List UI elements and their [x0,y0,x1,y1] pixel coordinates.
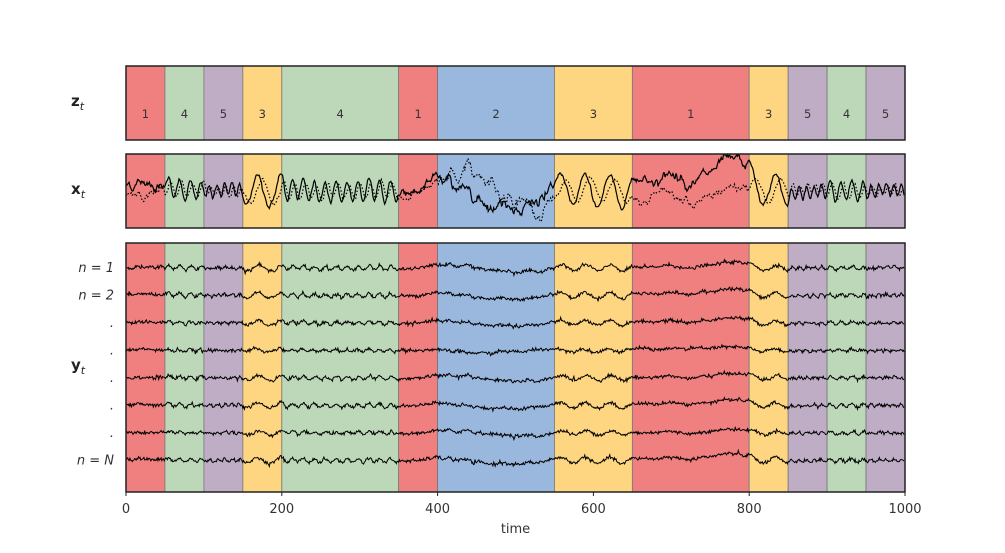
observed-channel-4 [125,343,905,357]
segment-y-1 [164,242,205,493]
segment-y-2 [203,242,244,493]
segment-label-1: 4 [181,107,188,121]
channel-label-6: . [110,399,114,414]
segment-y-8 [631,242,750,493]
observed-channel-5 [125,369,905,384]
segment-x-4 [281,153,400,229]
observed-channel-1 [126,258,905,278]
channel-label-4: . [110,344,114,359]
segment-z-9 [748,65,789,141]
panel-y [125,242,906,493]
segment-label-11: 4 [843,107,850,121]
segment-z-1 [164,65,205,141]
row-labels: zt xt yt [71,92,86,377]
segment-y-9 [748,242,789,493]
x-tick-label-2: 400 [425,502,450,517]
channel-label-5: . [110,371,114,386]
segment-z-2 [203,65,244,141]
segment-z-5 [398,65,438,141]
x-tick-label-4: 800 [737,502,762,517]
segment-z-6 [437,65,555,141]
segment-z-11 [826,65,867,141]
panel-z-segment-labels: 1 4 5 3 4 1 2 3 1 3 5 4 5 [142,107,889,121]
segment-label-3: 3 [259,107,266,121]
channel-label-3: . [110,316,114,331]
row-label-z: zt [71,92,85,113]
channel-labels: n = 1 n = 2..... n = N [77,261,114,469]
segment-label-8: 1 [687,107,694,121]
observed-channel-3 [125,315,905,330]
segment-label-10: 5 [804,107,811,121]
segment-y-6 [437,242,555,493]
row-label-y: yt [71,356,86,377]
segment-label-4: 4 [337,107,344,121]
segment-z-8 [631,65,750,141]
segment-z-12 [865,65,906,141]
segment-label-6: 2 [492,107,499,121]
observed-channel-2 [125,285,905,302]
panel-x-background [125,153,906,229]
row-label-x: xt [71,180,86,201]
observed-channel-6 [125,396,905,413]
x-axis-label: time [501,522,530,537]
segment-label-9: 3 [765,107,772,121]
segment-z-10 [787,65,828,141]
segment-z-7 [554,65,633,141]
panel-y-frame [125,242,906,493]
panel-x-lines [125,153,905,223]
panel-z-frame [125,65,906,141]
panel-y-background [125,242,906,493]
panel-z-background [125,65,906,141]
segment-z-3 [242,65,283,141]
channel-label-7: . [110,426,114,441]
segment-y-5 [398,242,438,493]
channel-label-8: n = N [77,454,114,469]
segment-y-10 [787,242,828,493]
panel-x [125,153,906,229]
segment-x-11 [826,153,867,229]
segment-x-9 [748,153,789,229]
segment-x-8 [631,153,750,229]
latent-series-1 [125,153,905,217]
latent-series-2 [125,156,905,223]
segment-z-0 [125,65,166,141]
segment-z-4 [281,65,400,141]
x-tick-label-0: 0 [122,502,130,517]
panel-z: 1 4 5 3 4 1 2 3 1 3 5 4 5 [125,65,906,141]
segment-label-5: 1 [414,107,421,121]
channel-label-1: n = 1 [78,261,114,276]
panel-x-frame [125,153,906,229]
segment-y-4 [281,242,400,493]
channel-label-2: n = 2 [78,289,114,304]
segment-y-3 [242,242,283,493]
segment-y-12 [865,242,906,493]
segment-y-7 [554,242,633,493]
segment-label-7: 3 [590,107,597,121]
segment-label-2: 5 [220,107,227,121]
x-tick-label-5: 1000 [888,502,921,517]
x-tick-label-1: 200 [269,502,294,517]
segment-y-0 [125,242,166,493]
x-axis: 0 200 400 600 800 1000 [122,492,922,517]
segment-label-0: 1 [142,107,149,121]
observed-channel-7 [125,425,905,442]
segment-y-11 [826,242,867,493]
segment-label-12: 5 [882,107,889,121]
x-tick-label-3: 600 [581,502,606,517]
panel-y-lines [125,258,905,469]
segment-x-5 [398,153,438,229]
observed-channel-8 [125,448,905,469]
